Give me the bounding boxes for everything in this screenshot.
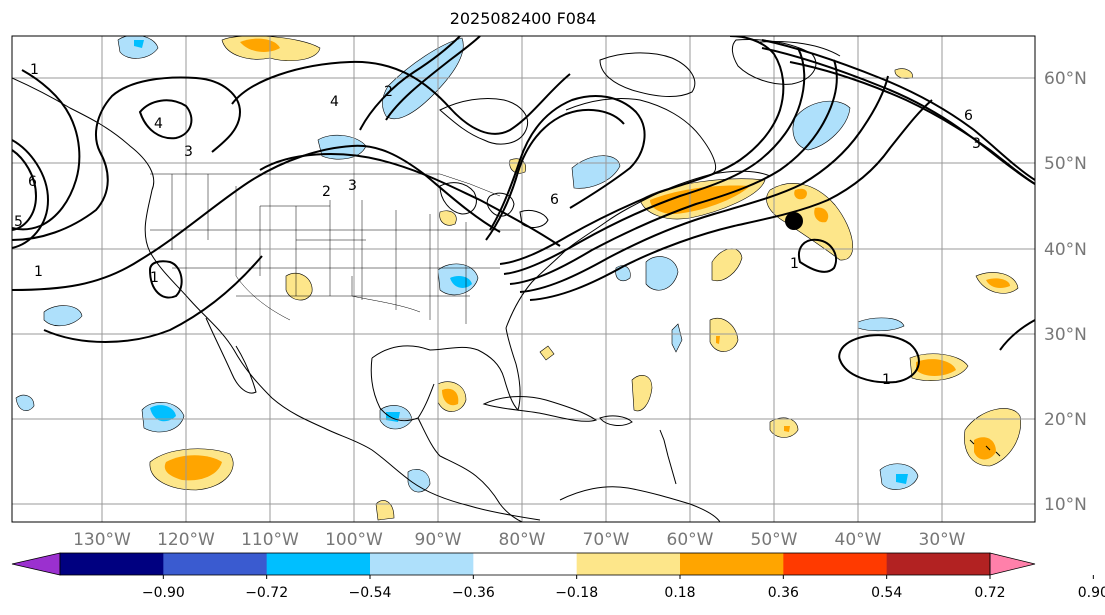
colorbar-segment <box>680 553 784 575</box>
colorbar-segment <box>60 553 164 575</box>
colorbar-tick-label: −0.36 <box>452 585 495 601</box>
colorbar-tick-label: 0.54 <box>871 585 902 601</box>
contour-lines <box>12 36 1035 384</box>
colorbar-tick-label: −0.72 <box>245 585 288 601</box>
colorbar-extend-low <box>11 552 61 576</box>
contour-label: 2 <box>322 184 331 200</box>
colorbar-segment <box>370 553 474 575</box>
colorbar-segment <box>576 553 681 575</box>
longitude-labels: 130°W 120°W 110°W 100°W 90°W 80°W 70°W 6… <box>73 530 966 550</box>
latitude-labels: 60°N 50°N 40°N 30°N 20°N 10°N <box>1044 69 1087 515</box>
positive-anomaly-patches <box>149 36 1021 521</box>
contour-label: 3 <box>972 136 981 152</box>
contour-label: 2 <box>384 84 393 100</box>
lon-label: 70°W <box>583 530 630 550</box>
lon-label: 110°W <box>241 530 299 550</box>
colorbar-tick-label: −0.90 <box>142 585 185 601</box>
lon-label: 130°W <box>73 530 131 550</box>
lon-label: 50°W <box>751 530 798 550</box>
contour-label: 6 <box>28 174 37 190</box>
colorbar-frame <box>59 552 991 576</box>
lon-label: 30°W <box>919 530 966 550</box>
lon-label: 80°W <box>499 530 546 550</box>
contour-label: 3 <box>348 178 357 194</box>
storm-center-marker <box>785 212 803 230</box>
contour-label: 1 <box>30 62 39 78</box>
contour-label: 6 <box>550 192 559 208</box>
colorbar-segment <box>266 553 371 575</box>
colorbar-segment <box>473 553 578 575</box>
map-frame <box>11 35 1036 523</box>
contour-label: 3 <box>184 144 193 160</box>
lon-label: 90°W <box>415 530 462 550</box>
colorbar-tick-label: −0.18 <box>555 585 598 601</box>
contour-label: 1 <box>790 256 799 272</box>
contour-label-group: 1 1 1 1 1 2 2 3 3 3 4 4 5 6 6 6 <box>14 62 981 388</box>
colorbar-tick-label: −0.54 <box>349 585 392 601</box>
colorbar-segment <box>886 553 991 575</box>
contour-label: 4 <box>154 116 163 132</box>
colorbar-segment <box>163 553 268 575</box>
contour-label: 1 <box>882 372 891 388</box>
colorbar-tick-label: 0.36 <box>768 585 799 601</box>
colorbar-segment <box>783 553 888 575</box>
lon-label: 40°W <box>835 530 882 550</box>
colorbar-extend-high <box>989 552 1036 576</box>
political-borders <box>150 173 520 324</box>
colorbar-tick-label: 0.72 <box>974 585 1005 601</box>
map-title: 2025082400 F084 <box>449 9 597 28</box>
lat-label: 60°N <box>1044 69 1087 89</box>
colorbar-tick-label: 0.90 <box>1078 585 1105 601</box>
contour-label: 1 <box>34 264 43 280</box>
lat-label: 20°N <box>1044 410 1087 430</box>
contour-label: 4 <box>330 94 339 110</box>
colorbar-tick-label: 0.18 <box>664 585 695 601</box>
contour-label: 6 <box>964 108 973 124</box>
map-panel <box>12 36 1035 522</box>
lon-label: 100°W <box>325 530 383 550</box>
contour-label: 5 <box>14 214 23 230</box>
lon-label: 120°W <box>157 530 215 550</box>
lat-label: 30°N <box>1044 325 1087 345</box>
lat-label: 10°N <box>1044 495 1087 515</box>
lon-label: 60°W <box>667 530 714 550</box>
lat-label: 40°N <box>1044 240 1087 260</box>
lat-label: 50°N <box>1044 154 1087 174</box>
contour-label: 1 <box>150 270 159 286</box>
colorbar: −0.90 −0.72 −0.54 −0.36 −0.18 0.18 0.36 0.54 0.7… <box>11 552 1105 601</box>
